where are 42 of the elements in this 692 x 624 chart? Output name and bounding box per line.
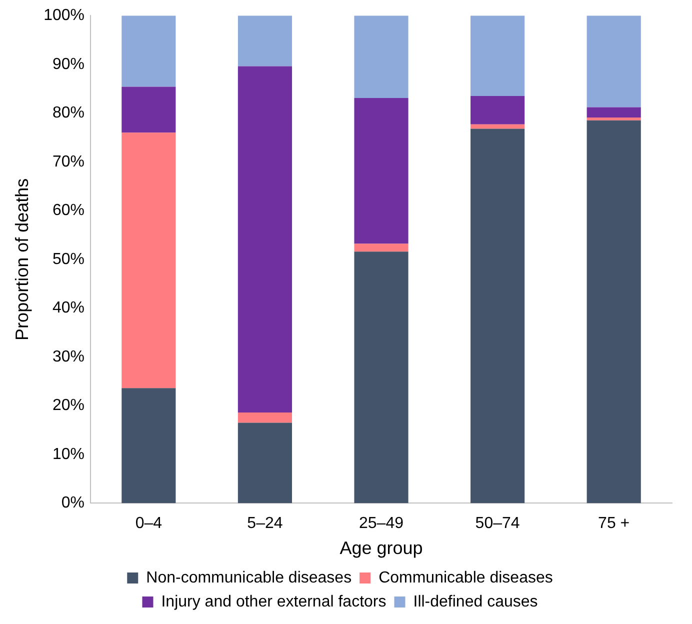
legend-label: Ill-defined causes [413,593,538,610]
y-tick-label: 20% [52,397,85,414]
bar [238,16,292,66]
bar [122,132,176,388]
bar [470,124,525,129]
bar [470,96,525,124]
y-tick-label: 60% [52,202,85,220]
x-tick-label: 5–24 [247,515,283,532]
bar [354,98,408,244]
bar [586,107,641,118]
y-tick-label: 10% [52,446,85,463]
y-tick-label: 50% [52,250,85,268]
legend-label: Communicable diseases [378,569,553,586]
y-tick-label: 80% [52,104,85,122]
x-tick-label: 0–4 [135,515,162,532]
bar [586,118,641,120]
bar [354,244,408,252]
bar [122,16,176,87]
y-tick-label: 90% [52,56,85,73]
x-tick-label: 50–74 [475,515,520,532]
bar [238,412,292,423]
bar [238,422,292,504]
bar [238,66,292,413]
x-axis-title: Age group [340,538,423,558]
bar [470,128,525,504]
bar [354,16,408,98]
bar [122,86,176,133]
bar [586,120,641,504]
legend-label: Non-communicable diseases [146,569,352,586]
y-tick-label: 100% [44,7,85,24]
y-tick-label: 40% [52,300,85,317]
bar [122,388,176,504]
bar [586,16,641,108]
y-tick-label: 30% [52,348,85,366]
legend-label: Injury and other external factors [161,593,386,610]
y-tick-label: 0% [61,494,85,512]
bar [470,16,525,96]
bar [354,252,408,504]
y-axis-title: Proportion of deaths [12,178,32,340]
x-tick-label: 25–49 [359,515,404,532]
x-tick-label: 75 + [598,515,630,532]
y-tick-label: 70% [52,153,85,170]
